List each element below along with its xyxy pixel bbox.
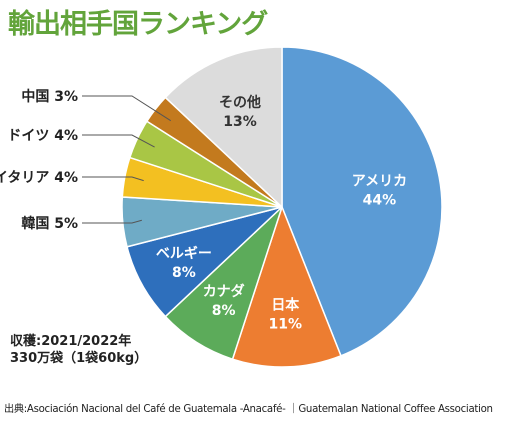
slice-label: 日本 11%: [269, 297, 303, 333]
leader-lines: [82, 95, 172, 224]
slice-label: アメリカ 44%: [352, 173, 407, 208]
slice-label: カナダ 8%: [203, 283, 245, 319]
leader-line: [82, 219, 142, 224]
chart-title: 輸出相手国ランキング: [8, 9, 268, 40]
leader-line: [82, 176, 144, 182]
slice-label: ベルギー 8%: [156, 245, 212, 281]
pie-slice: [164, 46, 283, 209]
leader-line: [82, 134, 155, 148]
slice-labels: アメリカ 44% 日本 11% カナダ 8%ベルギー 8% 韓国 5% イタリア 4% ドイツ 4…: [0, 88, 407, 333]
pie-slice: [231, 204, 342, 368]
slice-label: ドイツ 4%: [7, 128, 78, 144]
slice-label: イタリア 4%: [0, 170, 78, 186]
pie-slice: [281, 46, 443, 357]
harvest-year: 収穫:2021/2022年: [10, 334, 132, 349]
pie-slices: [121, 46, 443, 368]
slice-label: 韓国 5%: [21, 215, 78, 232]
harvest-volume: 330万袋（1袋60kg）: [10, 351, 148, 366]
slice-label: 中国 3%: [21, 88, 78, 105]
source-note: 出典:Asociación Nacional del Café de Guate…: [4, 404, 493, 415]
harvest-note: 収穫:2021/2022年 330万袋（1袋60kg）: [10, 333, 147, 367]
slice-label: その他 13%: [219, 94, 261, 130]
leader-line: [82, 95, 172, 122]
